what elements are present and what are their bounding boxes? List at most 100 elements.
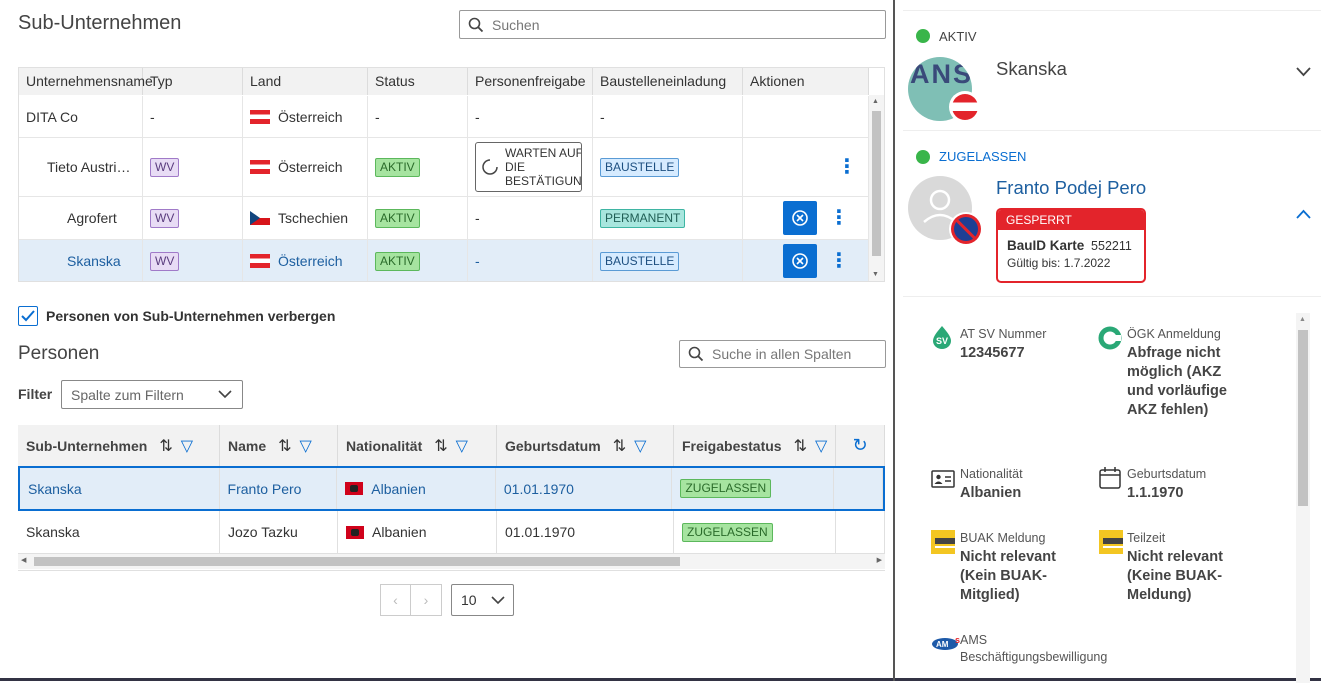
scrollbar-thumb[interactable] [34,557,680,566]
table-row[interactable]: Agrofert WV Tschechien AKTIV - PERMANENT… [19,197,869,240]
table-row-selected[interactable]: Skanska Franto Pero Albanien 01.01.1970 … [18,468,885,511]
ams-sub: Beschäftigungsbewilligung [960,650,1108,664]
col-status[interactable]: Status [368,68,468,95]
horizontal-scrollbar[interactable]: ◀ ▶ [18,554,885,569]
person-company: Skanska [20,468,220,509]
filter-select[interactable]: Spalte zum Filtern [61,380,243,409]
search-icon [468,17,484,32]
chevron-right-icon: › [423,592,429,608]
more-vert-icon[interactable]: ⋮ [829,250,849,272]
page-size-select[interactable]: 10 [451,584,514,616]
scrollbar-thumb[interactable] [872,111,881,256]
vertical-scrollbar[interactable]: ▲ ▼ [869,95,884,281]
table-row[interactable]: DITA Co - Österreich - - - [19,96,869,138]
hide-persons-label: Personen von Sub-Unternehmen verbergen [46,308,336,324]
col-geburtsdatum[interactable]: Geburtsdatum ⇅ ▽ [497,425,674,466]
next-page-button[interactable]: › [411,585,441,615]
filter-icon[interactable]: ▽ [180,437,194,455]
col-freigabestatus[interactable]: Freigabestatus ⇅ ▽ [674,425,836,466]
chevron-up-icon[interactable] [1296,209,1311,219]
table-row[interactable]: Tieto Austri… WV Österreich AKTIV WARTEN… [19,138,869,197]
page-size-value: 10 [461,592,477,608]
company-release: - [468,240,593,281]
scroll-right-arrow-icon[interactable]: ▶ [876,557,882,564]
table-row[interactable]: Skanska Jozo Tazku Albanien 01.01.1970 Z… [18,511,885,554]
companies-table: Unternehmensname Typ Land Status Persone… [18,67,885,282]
persons-table-header: Sub-Unternehmen ⇅ ▽ Name ⇅ ▽ Nationalität ⇅ ▽ … [18,425,885,468]
persons-table: Sub-Unternehmen ⇅ ▽ Name ⇅ ▽ Nationalität ⇅ ▽ … [18,425,885,571]
invite-badge: BAUSTELLE [600,251,680,271]
refresh-icon[interactable]: ↻ [836,425,885,466]
detail-vertical-scrollbar[interactable]: ▲ [1296,313,1310,683]
col-nationalitaet[interactable]: Nationalität ⇅ ▽ [338,425,497,466]
status-badge: AKTIV [375,157,420,177]
more-vert-icon[interactable]: ⋮ [829,207,849,229]
sort-icon[interactable]: ⇅ [434,437,448,455]
sort-icon[interactable]: ⇅ [793,437,807,455]
person-detail-name[interactable]: Franto Podej Pero [996,177,1147,198]
scroll-left-arrow-icon[interactable]: ◀ [21,557,27,564]
table-row-selected[interactable]: Skanska WV Österreich AKTIV - BAUSTELLE … [19,240,869,281]
albania-flag-icon [345,482,364,495]
scroll-up-arrow-icon[interactable]: ▲ [1299,316,1306,323]
checkbox-checked-icon[interactable] [18,306,38,326]
company-name: Skanska [19,240,143,281]
person-detail-card[interactable]: ZUGELASSEN Franto Podej Pero GESPERRT Ba… [903,132,1321,292]
filter-icon[interactable]: ▽ [634,437,647,455]
waiting-confirmation-button[interactable]: WARTEN AUF DIE BESTÄTIGUNG [475,142,582,192]
col-personenfreigabe[interactable]: Personenfreigabe [468,68,593,95]
scrollbar-thumb[interactable] [1298,330,1308,506]
col-typ[interactable]: Typ [143,68,243,95]
persons-search-input[interactable]: Suche in allen Spalten [679,340,886,368]
invite-badge: BAUSTELLE [600,157,680,177]
col-sub-unternehmen[interactable]: Sub-Unternehmen ⇅ ▽ [18,425,220,466]
col-aktionen: Aktionen [743,68,869,95]
filter-icon[interactable]: ▽ [299,437,312,455]
ams-label: AMS [960,633,988,647]
remove-button[interactable] [783,201,817,235]
card-number: 552211 [1091,239,1132,253]
teilzeit-icon [1099,530,1123,554]
type-badge: WV [150,251,180,271]
scroll-up-arrow-icon[interactable]: ▲ [872,98,879,105]
bauid-card[interactable]: GESPERRT BauID Karte 552211 Gültig bis: … [996,208,1146,283]
svg-text:SV: SV [936,336,948,346]
company-country: Österreich [278,253,343,269]
remove-button[interactable] [783,244,817,278]
person-name: Jozo Tazku [220,511,338,553]
type-badge: WV [150,157,180,177]
col-unternehmensname[interactable]: Unternehmensname [19,68,153,95]
company-country: Österreich [278,159,343,175]
teil-value: Nicht relevant (Keine BUAK-Meldung) [1127,549,1223,603]
company-country: Österreich [278,108,343,125]
filter-label: Filter [18,386,53,402]
prev-page-button[interactable]: ‹ [381,585,411,615]
birth-label: Geburtsdatum [1127,467,1207,481]
col-name[interactable]: Name ⇅ ▽ [220,425,338,466]
person-nationality: Albanien [371,480,426,497]
sv-label: AT SV Nummer [960,327,1047,341]
hide-persons-checkbox[interactable]: Personen von Sub-Unternehmen verbergen [18,306,335,326]
sort-icon[interactable]: ⇅ [612,437,627,455]
buak-value: Nicht relevant (Kein BUAK-Mitglied) [960,549,1056,603]
chevron-left-icon: ‹ [393,592,398,608]
teil-label: Teilzeit [1127,531,1166,545]
company-status: AKTIV [939,29,977,44]
ogk-value: Abfrage nicht möglich (AKZ und vorläufig… [1127,345,1227,418]
filter-icon[interactable]: ▽ [455,437,468,455]
company-detail-card[interactable]: AKTIV ANS Skanska [903,10,1321,131]
ogk-label: ÖGK Anmeldung [1127,327,1221,341]
scroll-down-arrow-icon[interactable]: ▼ [872,271,879,278]
filter-placeholder: Spalte zum Filtern [71,386,184,403]
sort-icon[interactable]: ⇅ [278,437,292,455]
filter-icon[interactable]: ▽ [815,437,828,455]
person-company: Skanska [18,511,220,553]
chevron-down-icon[interactable] [1296,67,1311,77]
more-vert-icon[interactable]: ⋮ [837,156,857,178]
company-release: - [468,96,593,137]
sort-icon[interactable]: ⇅ [159,437,173,455]
companies-search-input[interactable]: Suchen [459,10,886,39]
col-land[interactable]: Land [243,68,368,95]
cancel-icon [792,210,808,226]
col-baustelleneinladung[interactable]: Baustelleneinladung [593,68,743,95]
